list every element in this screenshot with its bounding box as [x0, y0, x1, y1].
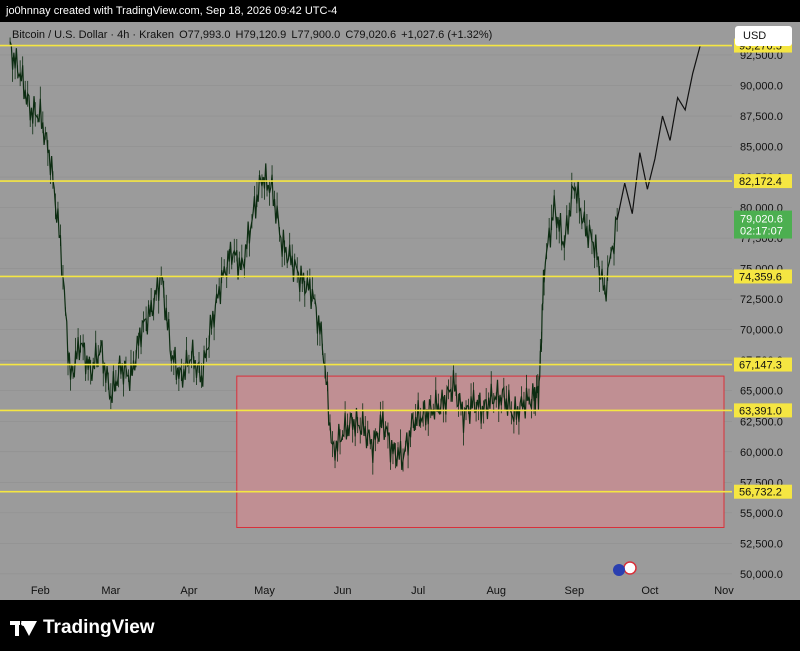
level-tag [734, 269, 792, 284]
y-tick-label: 87,500.0 [740, 111, 783, 123]
level-tag-label: 56,732.2 [739, 487, 782, 499]
price-chart[interactable]: 92,500.090,000.087,500.085,000.082,500.0… [0, 22, 800, 600]
legend-change: +1,027.6 (+1.32%) [401, 29, 493, 41]
symbol-legend: Bitcoin / U.S. Dollar · 4h · Kraken O77,… [12, 29, 494, 41]
y-tick-label: 72,500.0 [740, 294, 783, 306]
level-tag-label: 82,172.4 [739, 176, 782, 188]
y-tick-label: 62,500.0 [740, 416, 783, 428]
y-tick-label: 50,000.0 [740, 569, 783, 581]
legend-open: O77,993.0 [179, 29, 231, 41]
event-flag-icon [623, 561, 637, 575]
level-tag-label: 74,359.6 [739, 271, 782, 283]
legend-low: L77,900.0 [291, 29, 341, 41]
brand-name: TradingView [43, 617, 155, 638]
attribution-bar: jo0hnnay created with TradingView.com, S… [0, 0, 800, 22]
y-tick-label: 92,500.0 [740, 50, 783, 62]
x-tick-label: Jul [411, 585, 425, 597]
level-tag-label: 63,391.0 [739, 405, 782, 417]
x-tick-label: Aug [486, 585, 506, 597]
y-tick-label: 65,000.0 [740, 386, 783, 398]
x-tick-label: Sep [565, 585, 585, 597]
x-tick-label: Mar [101, 585, 120, 597]
tradingview-logo-icon [10, 620, 37, 636]
last-price-label: 79,020.6 [740, 214, 783, 226]
x-tick-label: Jun [334, 585, 352, 597]
currency-button[interactable]: USD [735, 26, 792, 46]
level-tag-label: 67,147.3 [739, 360, 782, 372]
time-axis [0, 580, 800, 600]
footer [0, 600, 800, 651]
attribution-text: jo0hnnay created with TradingView.com, S… [6, 5, 338, 17]
x-tick-label: May [254, 585, 275, 597]
x-tick-label: Apr [180, 585, 197, 597]
y-tick-label: 90,000.0 [740, 80, 783, 92]
event-news-icon [613, 564, 625, 576]
countdown-label: 02:17:07 [740, 226, 783, 238]
symbol-name: Bitcoin / U.S. Dollar · 4h · Kraken [12, 29, 175, 41]
y-tick-label: 85,000.0 [740, 142, 783, 154]
legend-close: C79,020.6 [345, 29, 397, 41]
y-tick-label: 70,000.0 [740, 325, 783, 337]
y-tick-label: 55,000.0 [740, 508, 783, 520]
y-tick-label: 60,000.0 [740, 447, 783, 459]
level-tag [734, 357, 792, 372]
y-tick-label: 52,500.0 [740, 538, 783, 550]
level-tag [734, 403, 792, 418]
x-tick-label: Feb [31, 585, 50, 597]
legend-high: H79,120.9 [235, 29, 287, 41]
level-tag [734, 174, 792, 189]
x-tick-label: Nov [714, 585, 734, 597]
last-price-tag [734, 210, 792, 239]
level-tag [734, 484, 792, 499]
x-tick-label: Oct [641, 585, 658, 597]
price-series-projected [616, 45, 701, 220]
brand: TradingView [10, 617, 155, 639]
